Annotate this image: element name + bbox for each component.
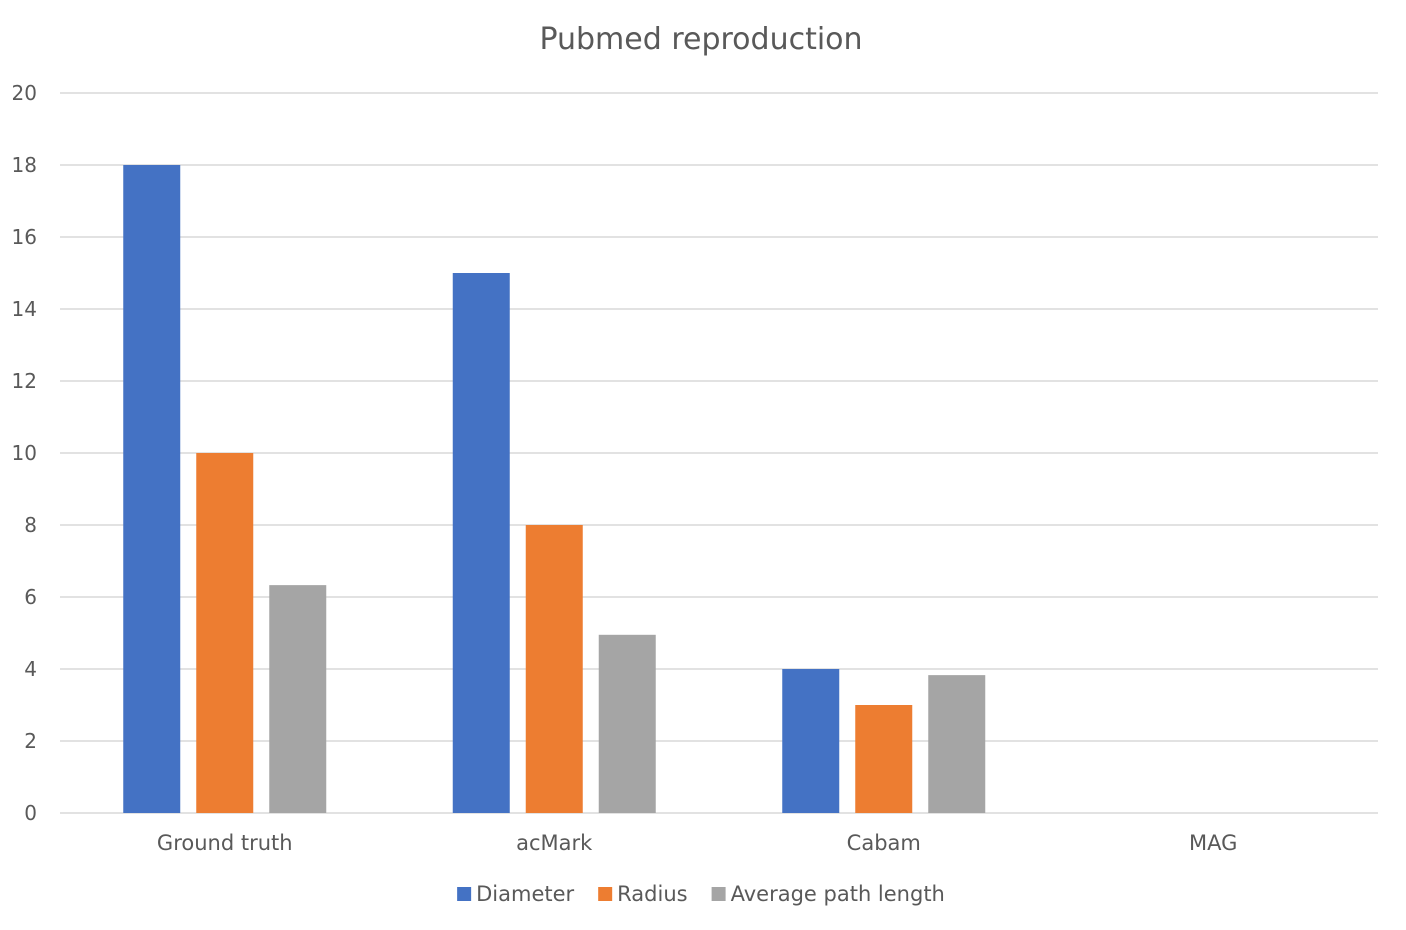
y-tick-label: 10 [12, 441, 37, 465]
y-tick-label: 14 [12, 297, 37, 321]
legend-item-diameter: Diameter [457, 882, 575, 906]
chart-title: Pubmed reproduction [539, 22, 862, 57]
bar-average-path-length-cabam [928, 675, 986, 813]
bar-radius-acmark [525, 525, 583, 813]
bar-diameter-ground-truth [123, 165, 181, 813]
bar-average-path-length-acmark [598, 634, 656, 813]
y-tick-label: 0 [24, 801, 37, 825]
bar-diameter-cabam [782, 669, 840, 813]
y-tick-label: 2 [24, 729, 37, 753]
bar-average-path-length-ground-truth [269, 585, 327, 813]
legend-label: Radius [617, 882, 687, 906]
y-tick-label: 4 [24, 657, 37, 681]
x-tick-label: Cabam [847, 831, 921, 855]
y-axis-ticks: 0 2 4 6 8 10 12 14 16 18 20 [12, 81, 37, 825]
gridlines [60, 92, 1378, 814]
legend-label: Average path length [731, 882, 945, 906]
y-tick-label: 12 [12, 369, 37, 393]
legend-swatch [457, 887, 472, 901]
y-tick-label: 6 [24, 585, 37, 609]
x-tick-label: Ground truth [157, 831, 293, 855]
legend: Diameter Radius Average path length [457, 882, 945, 906]
legend-swatch [598, 887, 613, 901]
x-tick-label: MAG [1189, 831, 1237, 855]
y-tick-label: 18 [12, 153, 37, 177]
y-tick-label: 16 [12, 225, 37, 249]
bar-radius-ground-truth [196, 453, 254, 813]
x-axis-labels: Ground truth acMark Cabam MAG [157, 831, 1238, 855]
y-tick-label: 8 [24, 513, 37, 537]
legend-item-radius: Radius [598, 882, 688, 906]
legend-label: Diameter [476, 882, 574, 906]
bar-radius-cabam [855, 705, 913, 813]
bars [123, 165, 986, 813]
x-tick-label: acMark [516, 831, 593, 855]
legend-item-average-path-length: Average path length [711, 882, 945, 906]
legend-swatch [711, 887, 726, 901]
y-tick-label: 20 [12, 81, 37, 105]
bar-diameter-acmark [452, 273, 510, 813]
